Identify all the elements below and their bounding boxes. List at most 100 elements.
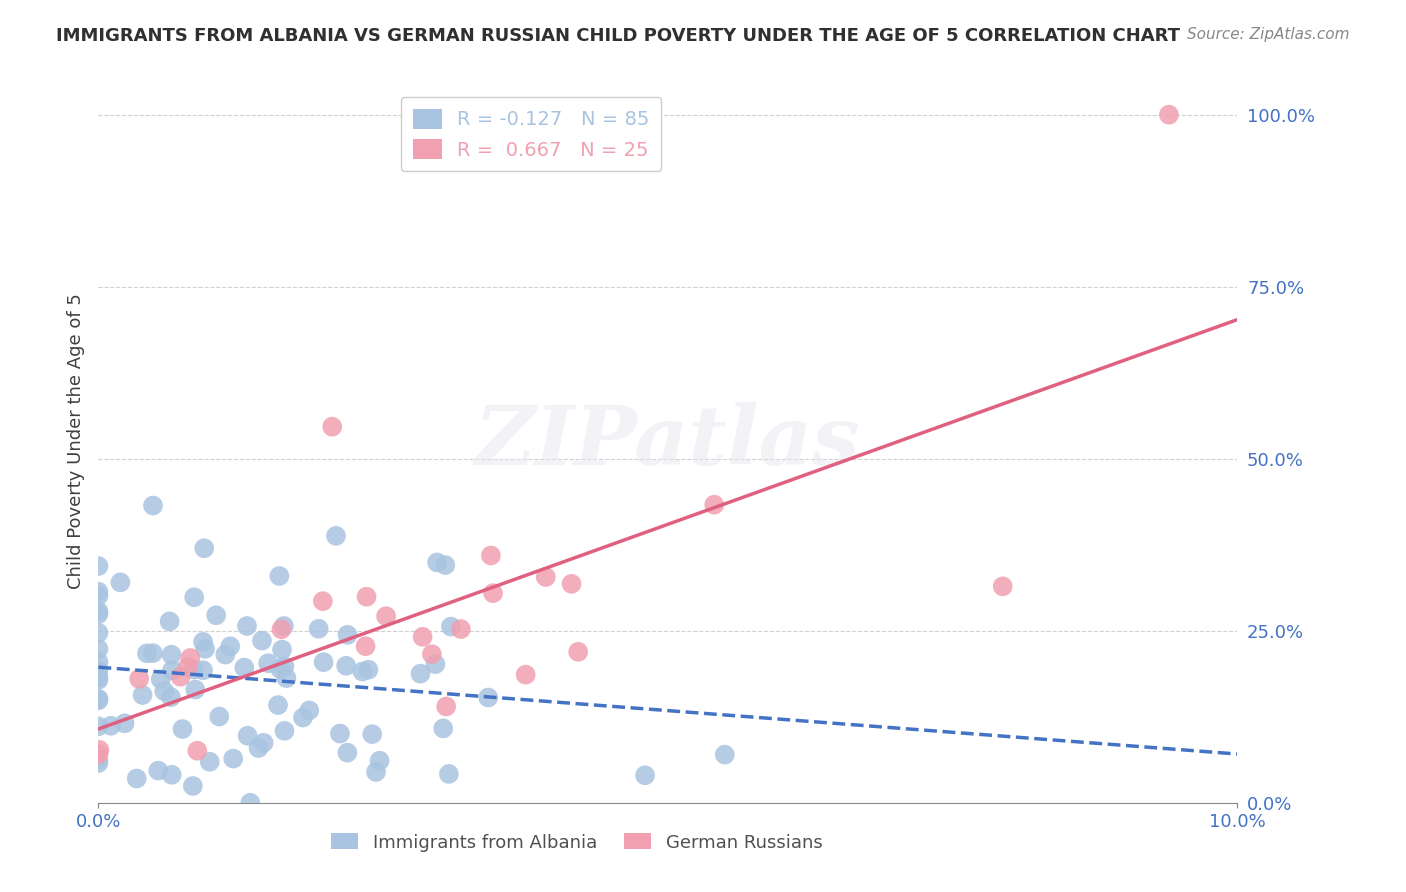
Point [191, 663, 214, 677]
Legend: Immigrants from Albania, German Russians: Immigrants from Albania, German Russians [323, 826, 830, 859]
Point [89, 743, 111, 757]
Point [437, 767, 460, 781]
Point [703, 498, 725, 512]
Point [142, 499, 165, 513]
Text: Source: ZipAtlas.com: Source: ZipAtlas.com [1187, 27, 1350, 42]
Point [184, 682, 207, 697]
Point [87, 671, 110, 685]
Point [236, 619, 259, 633]
Point [336, 746, 359, 760]
Point [420, 647, 443, 661]
Point [434, 558, 457, 572]
Point [191, 635, 214, 649]
Point [515, 667, 537, 681]
Point [87, 559, 110, 574]
Point [269, 569, 291, 583]
Point [87, 607, 110, 622]
Point [125, 772, 148, 786]
Point [354, 639, 377, 653]
Point [325, 529, 347, 543]
Point [169, 670, 191, 684]
Point [298, 703, 321, 717]
Point [257, 657, 280, 671]
Point [131, 688, 153, 702]
Point [159, 615, 181, 629]
Point [186, 744, 208, 758]
Point [273, 619, 295, 633]
Point [160, 768, 183, 782]
Point [87, 589, 110, 603]
Point [153, 684, 176, 698]
Point [450, 622, 472, 636]
Point [425, 657, 447, 672]
Point [321, 419, 343, 434]
Point [267, 698, 290, 712]
Y-axis label: Child Poverty Under the Age of 5: Child Poverty Under the Age of 5 [66, 293, 84, 590]
Point [1157, 108, 1180, 122]
Point [208, 709, 231, 723]
Point [368, 754, 391, 768]
Point [87, 584, 110, 599]
Point [482, 586, 505, 600]
Point [87, 693, 110, 707]
Point [273, 659, 295, 673]
Point [87, 719, 110, 733]
Point [236, 729, 259, 743]
Point [222, 751, 245, 765]
Point [276, 671, 298, 685]
Point [183, 591, 205, 605]
Point [135, 646, 157, 660]
Point [239, 796, 262, 810]
Point [364, 764, 387, 779]
Point [219, 640, 242, 654]
Point [271, 642, 294, 657]
Point [250, 633, 273, 648]
Point [160, 648, 183, 662]
Point [205, 608, 228, 623]
Point [534, 570, 557, 584]
Point [87, 747, 110, 762]
Point [179, 651, 201, 665]
Point [87, 691, 110, 706]
Point [567, 645, 589, 659]
Point [160, 663, 183, 677]
Point [110, 575, 132, 590]
Point [352, 665, 374, 679]
Point [479, 549, 502, 563]
Point [128, 672, 150, 686]
Point [375, 609, 398, 624]
Point [87, 673, 110, 687]
Point [87, 664, 110, 678]
Point [253, 736, 276, 750]
Point [991, 579, 1014, 593]
Point [440, 619, 463, 633]
Point [247, 741, 270, 756]
Point [148, 764, 170, 778]
Point [193, 541, 215, 556]
Point [357, 663, 380, 677]
Point [432, 722, 454, 736]
Point [336, 628, 359, 642]
Point [409, 666, 432, 681]
Point [183, 663, 205, 677]
Point [160, 690, 183, 705]
Point [356, 590, 378, 604]
Point [312, 655, 335, 669]
Point [198, 755, 221, 769]
Point [100, 719, 122, 733]
Point [233, 660, 256, 674]
Point [172, 722, 194, 736]
Point [434, 699, 457, 714]
Point [181, 779, 204, 793]
Point [273, 723, 295, 738]
Point [561, 577, 583, 591]
Point [634, 768, 657, 782]
Point [114, 716, 136, 731]
Point [335, 658, 357, 673]
Point [142, 646, 165, 660]
Text: IMMIGRANTS FROM ALBANIA VS GERMAN RUSSIAN CHILD POVERTY UNDER THE AGE OF 5 CORRE: IMMIGRANTS FROM ALBANIA VS GERMAN RUSSIA… [56, 27, 1180, 45]
Point [477, 690, 499, 705]
Point [149, 673, 172, 687]
Point [87, 625, 110, 640]
Point [291, 710, 314, 724]
